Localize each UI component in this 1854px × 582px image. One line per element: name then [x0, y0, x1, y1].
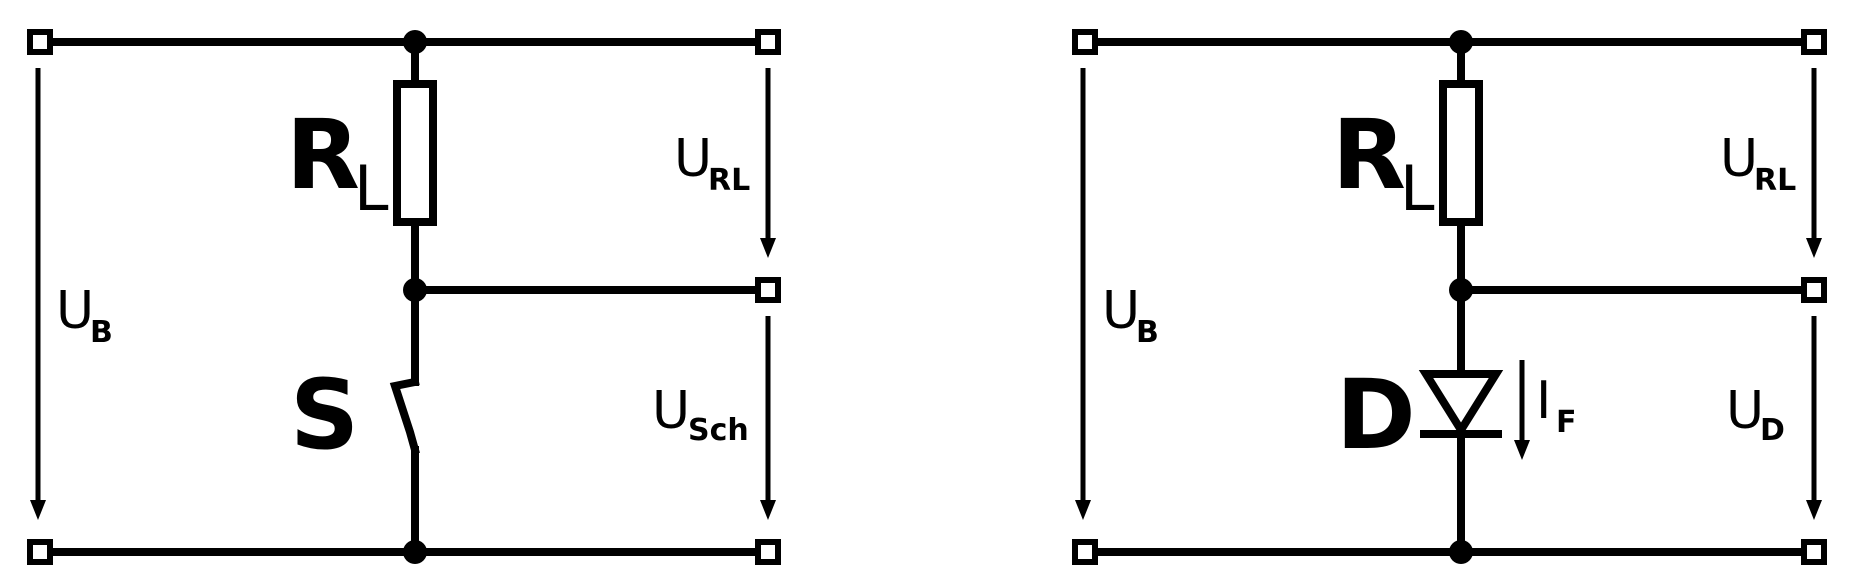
resistor-label: R [286, 99, 360, 211]
resistor-label: R [1332, 99, 1406, 211]
rl-voltage-arrow [760, 68, 776, 258]
junction-node [403, 30, 427, 54]
junction-node [1449, 540, 1473, 564]
terminal [755, 539, 781, 565]
diode-voltage-arrow [1806, 316, 1822, 520]
terminal [27, 539, 53, 565]
switch-label: S [290, 359, 359, 471]
resistor-rl [1439, 80, 1483, 226]
resistor-sub: L [1400, 152, 1435, 225]
junction-node [403, 540, 427, 564]
rl-voltage-sub: RL [1754, 163, 1796, 198]
junction-node [1449, 30, 1473, 54]
supply-sub: B [90, 315, 113, 350]
switch-s [389, 377, 420, 455]
circuit-switch: R L S U B U RL U Sch [27, 29, 781, 565]
diode-d [1418, 370, 1504, 438]
junction-node [403, 278, 427, 302]
supply-label: U [1102, 281, 1140, 341]
diode-label: D [1336, 359, 1416, 471]
current-sub: F [1556, 405, 1577, 440]
rl-voltage-label: U [674, 129, 712, 189]
circuit-diode: R L D I F U B U RL U D [1072, 29, 1827, 565]
terminal [1801, 29, 1827, 55]
forward-current-arrow [1514, 360, 1530, 460]
supply-voltage-arrow [30, 68, 46, 520]
rl-voltage-sub: RL [708, 163, 750, 198]
switch-voltage-arrow [760, 316, 776, 520]
supply-label: U [56, 281, 94, 341]
diode-voltage-label: U [1726, 381, 1764, 441]
supply-voltage-arrow [1075, 68, 1091, 520]
switch-voltage-label: U [652, 381, 690, 441]
resistor-sub: L [354, 152, 389, 225]
diode-voltage-sub: D [1760, 413, 1785, 448]
terminal [755, 277, 781, 303]
junction-node [1449, 278, 1473, 302]
terminal [27, 29, 53, 55]
terminal [1072, 539, 1098, 565]
current-label: I [1536, 371, 1551, 431]
terminal [1801, 539, 1827, 565]
resistor-rl [393, 80, 437, 226]
terminal [755, 29, 781, 55]
supply-sub: B [1136, 315, 1159, 350]
rl-voltage-arrow [1806, 68, 1822, 258]
terminal [1801, 277, 1827, 303]
switch-voltage-sub: Sch [688, 413, 749, 448]
terminal [1072, 29, 1098, 55]
rl-voltage-label: U [1720, 129, 1758, 189]
